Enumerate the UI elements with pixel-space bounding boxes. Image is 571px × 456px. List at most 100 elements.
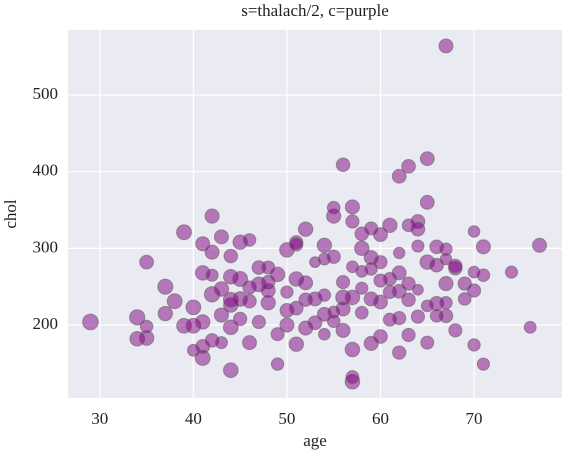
point [438, 308, 454, 324]
point [344, 341, 361, 358]
point [504, 265, 519, 279]
point [223, 248, 239, 264]
point [467, 225, 481, 238]
point [129, 309, 146, 326]
point [157, 305, 173, 322]
chart-title: s=thalach/2, c=purple [241, 1, 389, 20]
point [297, 221, 314, 237]
y-tick-label: 200 [33, 314, 59, 333]
point [242, 294, 257, 309]
point [345, 214, 360, 229]
point [410, 309, 426, 324]
point [475, 239, 491, 255]
point [335, 301, 351, 317]
point [392, 345, 407, 360]
point [429, 257, 444, 273]
point [317, 288, 332, 302]
point [82, 313, 99, 331]
x-tick-label: 50 [278, 409, 295, 428]
point [176, 224, 192, 241]
point [410, 221, 426, 237]
point [419, 151, 435, 167]
point [251, 314, 266, 330]
point [213, 229, 229, 245]
point [335, 322, 351, 338]
point [213, 307, 230, 323]
y-axis-label: chol [1, 199, 20, 229]
point [242, 233, 257, 247]
point [270, 327, 285, 342]
point [419, 194, 435, 210]
point [373, 294, 388, 310]
point [205, 268, 219, 282]
point [401, 292, 416, 307]
y-tick-label: 300 [33, 237, 59, 256]
point [532, 237, 548, 253]
point [401, 158, 416, 174]
point [204, 208, 220, 224]
point [260, 283, 276, 298]
point [420, 335, 435, 350]
point [391, 265, 407, 281]
point [448, 323, 463, 338]
point [382, 217, 398, 234]
point [204, 244, 220, 260]
point [373, 329, 388, 344]
point [139, 319, 154, 334]
point [288, 300, 304, 316]
point [373, 255, 388, 270]
point [523, 320, 537, 334]
point [326, 200, 341, 215]
point [222, 362, 239, 379]
point [354, 305, 369, 320]
point [139, 254, 154, 270]
point [448, 258, 463, 274]
point [439, 252, 453, 266]
point [466, 283, 482, 298]
point [467, 338, 481, 352]
point [232, 311, 248, 327]
y-tick-label: 400 [33, 161, 59, 180]
point [438, 38, 454, 54]
point [391, 168, 407, 184]
x-tick-label: 70 [466, 409, 483, 428]
point [289, 237, 304, 252]
point [335, 275, 351, 290]
point [270, 357, 285, 371]
point [326, 249, 341, 264]
point [335, 157, 351, 173]
point [401, 327, 416, 343]
point [344, 289, 361, 306]
point [157, 278, 174, 295]
point [185, 299, 202, 316]
point [214, 336, 228, 350]
x-tick-label: 30 [91, 409, 108, 428]
point [439, 296, 453, 310]
point [298, 275, 314, 291]
point [476, 268, 491, 282]
point [344, 199, 360, 215]
point [318, 327, 331, 341]
point [355, 281, 369, 295]
point [354, 240, 370, 257]
point [326, 314, 341, 328]
point [457, 292, 472, 306]
x-tick-label: 40 [185, 409, 202, 428]
point [280, 285, 294, 299]
point [166, 293, 183, 310]
point [269, 266, 286, 283]
point [195, 236, 211, 252]
point [393, 246, 406, 260]
x-tick-label: 60 [372, 409, 389, 428]
y-tick-label: 500 [33, 84, 59, 103]
point [392, 310, 407, 326]
point [373, 227, 388, 243]
point [401, 276, 416, 291]
point [307, 315, 323, 331]
point [213, 281, 230, 297]
point [412, 283, 424, 296]
point [411, 239, 425, 253]
point [476, 357, 491, 371]
point [288, 336, 305, 352]
point [279, 317, 295, 333]
